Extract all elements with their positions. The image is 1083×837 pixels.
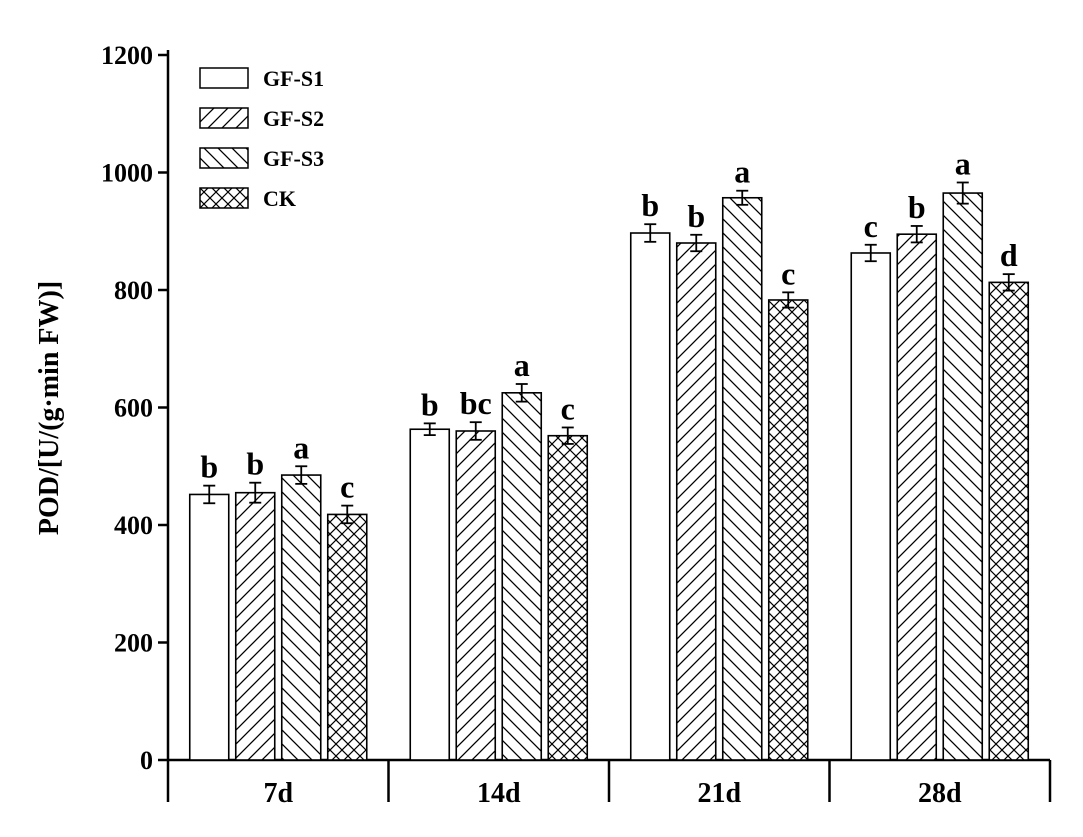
significance-label: b	[641, 187, 659, 223]
significance-label: bc	[460, 385, 492, 421]
y-tick-label: 1200	[101, 41, 153, 70]
axes: 0 200 400 600 800 1000 1200 7d 14d 21d 28d	[101, 41, 1052, 809]
significance-label: d	[1000, 237, 1018, 273]
bar	[188, 493, 230, 761]
legend-label: CK	[263, 186, 296, 211]
bar	[721, 196, 763, 761]
legend-swatch	[199, 187, 249, 209]
y-tick-label: 1000	[101, 159, 153, 188]
bar	[988, 281, 1030, 761]
legend-swatch	[199, 147, 249, 169]
significance-label: b	[421, 386, 439, 422]
significance-label: b	[908, 189, 926, 225]
bar	[326, 513, 368, 761]
legend: GF-S1 GF-S2 GF-S3 CK	[199, 66, 324, 211]
bar	[629, 232, 671, 761]
y-tick-label: 600	[114, 394, 153, 423]
bar	[501, 392, 543, 761]
y-tick-label: 0	[140, 746, 153, 775]
bar	[942, 192, 984, 761]
y-axis-title: POD/[U/(g·min FW)]	[34, 281, 65, 535]
bar	[547, 434, 589, 761]
bar	[675, 242, 717, 761]
significance-label: c	[781, 255, 795, 291]
legend-label: GF-S3	[263, 146, 324, 171]
x-category-label: 14d	[477, 778, 521, 809]
y-tick-label: 200	[114, 629, 153, 658]
significance-label: c	[864, 208, 878, 244]
y-tick-label: 400	[114, 511, 153, 540]
legend-label: GF-S1	[263, 66, 324, 91]
legend-label: GF-S2	[263, 106, 324, 131]
bar	[767, 299, 809, 761]
bar	[896, 233, 938, 761]
significance-label: a	[955, 145, 971, 181]
x-category-label: 21d	[697, 778, 741, 809]
legend-swatch	[199, 107, 249, 129]
significance-label: b	[246, 446, 264, 482]
significance-label: a	[293, 429, 309, 465]
significance-label: c	[340, 469, 354, 505]
bar	[850, 252, 892, 761]
x-category-label: 7d	[263, 778, 293, 809]
significance-label: a	[514, 347, 530, 383]
x-category-label: 28d	[918, 778, 962, 809]
significance-label: a	[734, 154, 750, 190]
significance-label: b	[687, 198, 705, 234]
bar	[409, 428, 451, 761]
significance-label: c	[561, 390, 575, 426]
legend-swatch	[199, 67, 249, 89]
bar	[455, 430, 497, 761]
bar	[234, 491, 276, 761]
bar	[280, 474, 322, 761]
y-tick-label: 800	[114, 276, 153, 305]
significance-label: b	[200, 449, 218, 485]
